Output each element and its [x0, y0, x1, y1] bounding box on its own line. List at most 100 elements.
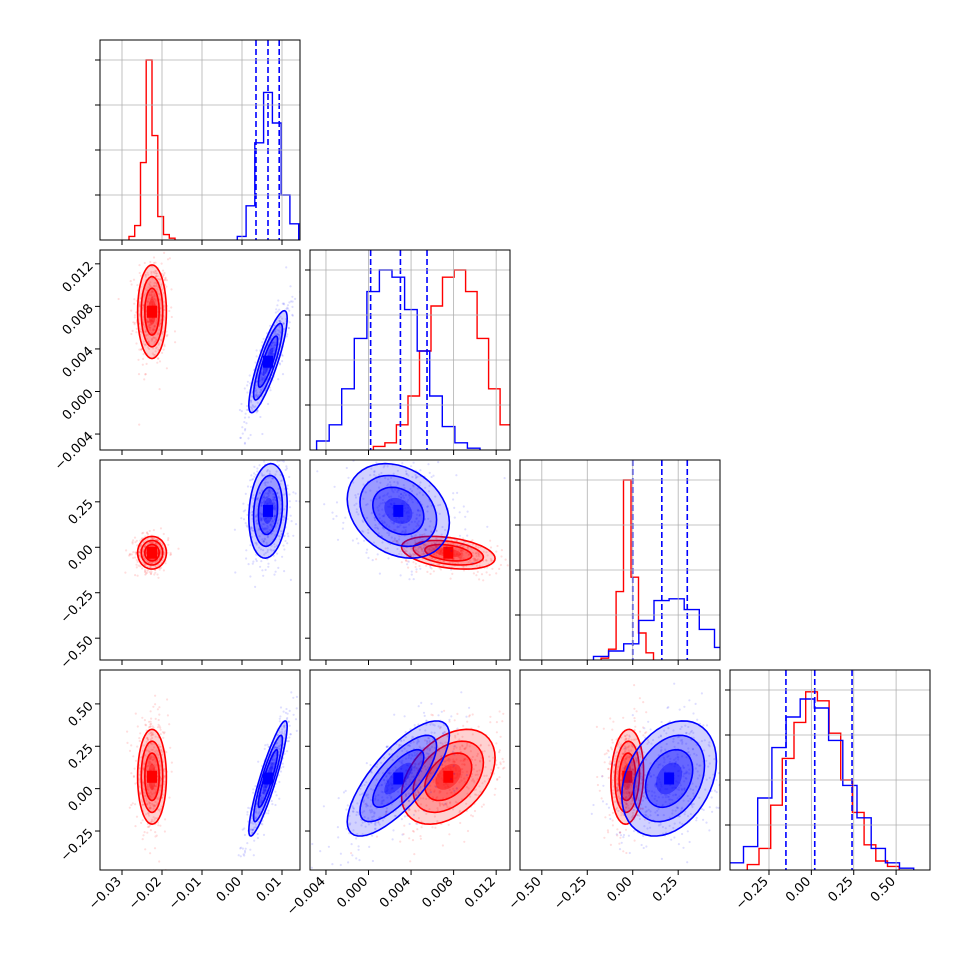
- scatter-point: [632, 738, 635, 741]
- scatter-point: [370, 467, 373, 470]
- scatter-point: [158, 556, 161, 559]
- scatter-point: [425, 768, 428, 771]
- scatter-point: [251, 829, 254, 832]
- scatter-point: [355, 508, 358, 511]
- scatter-point: [409, 860, 412, 863]
- scatter-point: [147, 764, 150, 768]
- scatter-point: [158, 725, 161, 728]
- scatter-point: [282, 322, 285, 325]
- scatter-point: [383, 779, 386, 782]
- scatter-point: [404, 559, 407, 562]
- scatter-point: [278, 731, 281, 734]
- scatter-point: [453, 506, 456, 509]
- scatter-point: [482, 550, 485, 553]
- scatter-point: [452, 498, 455, 501]
- scatter-point: [461, 763, 464, 766]
- scatter-point: [409, 741, 412, 745]
- scatter-point: [412, 736, 415, 739]
- scatter-point: [442, 564, 445, 568]
- scatter-point: [274, 790, 277, 793]
- scatter-point: [419, 533, 422, 537]
- scatter-point: [254, 361, 257, 364]
- scatter-point: [479, 790, 482, 793]
- scatter-point: [498, 710, 501, 713]
- scatter-point: [378, 823, 381, 826]
- scatter-point: [146, 761, 149, 764]
- scatter-point: [262, 373, 265, 376]
- scatter-point: [260, 560, 263, 563]
- scatter-point: [151, 290, 154, 293]
- scatter-point: [155, 834, 158, 837]
- scatter-point: [403, 487, 406, 490]
- scatter-point: [361, 833, 364, 836]
- scatter-point: [374, 795, 377, 798]
- scatter-point: [146, 320, 149, 323]
- scatter-point: [370, 512, 373, 515]
- scatter-point: [407, 519, 410, 522]
- scatter-point: [483, 774, 486, 778]
- scatter-point: [234, 571, 237, 574]
- scatter-point: [278, 319, 282, 322]
- scatter-point: [292, 534, 295, 537]
- scatter-point: [433, 746, 436, 749]
- scatter-point: [144, 330, 147, 333]
- scatter-point: [267, 770, 270, 773]
- scatter-point: [249, 399, 253, 402]
- scatter-point: [466, 829, 470, 833]
- scatter-point: [464, 747, 467, 750]
- scatter-point: [459, 549, 463, 553]
- scatter-point: [394, 814, 397, 818]
- scatter-point: [430, 713, 433, 716]
- scatter-point: [495, 721, 498, 724]
- scatter-point: [287, 720, 290, 723]
- scatter-point: [153, 324, 156, 328]
- scatter-point: [428, 556, 432, 559]
- scatter-point: [636, 802, 639, 805]
- scatter-point: [263, 497, 266, 500]
- scatter-point: [266, 524, 269, 528]
- scatter-point: [495, 731, 498, 734]
- scatter-point: [140, 799, 143, 802]
- scatter-point: [489, 721, 492, 724]
- scatter-point: [425, 564, 428, 567]
- scatter-point: [365, 781, 368, 784]
- scatter-point: [377, 532, 380, 535]
- scatter-point: [264, 812, 267, 815]
- scatter-point: [405, 559, 408, 562]
- scatter-point: [496, 777, 499, 781]
- scatter-point: [283, 548, 286, 551]
- scatter-point: [164, 562, 167, 565]
- scatter-point: [345, 466, 348, 470]
- scatter-point: [443, 760, 446, 763]
- scatter-point: [263, 460, 266, 463]
- scatter-point: [142, 749, 145, 752]
- scatter-point: [154, 336, 157, 340]
- scatter-point: [263, 496, 266, 499]
- scatter-point: [133, 323, 136, 326]
- scatter-point: [422, 543, 425, 546]
- scatter-point: [390, 787, 393, 791]
- scatter-point: [405, 510, 409, 514]
- scatter-point: [276, 333, 279, 336]
- scatter-point: [383, 520, 386, 523]
- scatter-point: [151, 329, 154, 332]
- scatter-point: [163, 731, 166, 734]
- scatter-point: [152, 347, 155, 350]
- scatter-point: [415, 767, 418, 770]
- scatter-point: [274, 751, 277, 755]
- scatter-point: [269, 348, 272, 351]
- scatter-point: [451, 572, 454, 576]
- scatter-point: [456, 544, 459, 547]
- scatter-point: [394, 766, 397, 769]
- scatter-point: [287, 326, 290, 330]
- scatter-point: [392, 769, 395, 772]
- scatter-point: [403, 715, 406, 718]
- scatter-point: [605, 752, 608, 755]
- scatter-point: [433, 541, 436, 544]
- scatter-point: [272, 500, 275, 504]
- scatter-point: [251, 831, 254, 835]
- scatter-point: [398, 746, 401, 749]
- scatter-point: [163, 304, 166, 307]
- scatter-point: [148, 725, 152, 728]
- scatter-point: [274, 436, 276, 438]
